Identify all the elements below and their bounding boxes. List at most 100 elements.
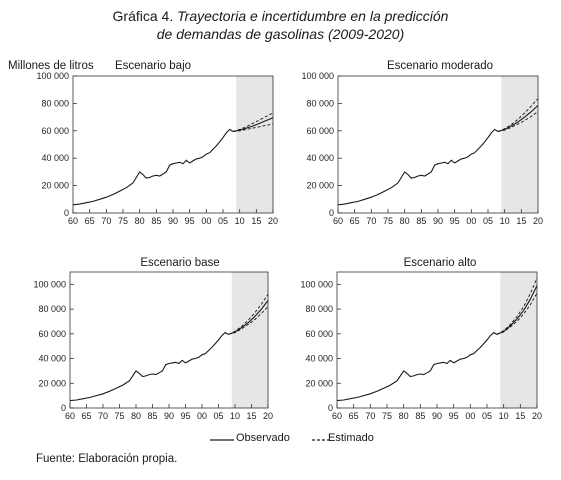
x-tick-label: 00 [197, 411, 207, 421]
x-tick-label: 10 [235, 216, 245, 226]
x-tick-label: 70 [365, 411, 375, 421]
series-observed [69, 331, 229, 402]
y-tick-label: 60 000 [306, 126, 334, 136]
legend-estimated-label: Estimado [328, 432, 374, 444]
series-estimated-lower [497, 111, 539, 132]
series-estimated-central [232, 117, 274, 133]
x-tick-label: 80 [399, 411, 409, 421]
x-tick-label: 65 [349, 411, 359, 421]
series-observed [72, 128, 234, 206]
y-tick-label: 40 000 [305, 354, 333, 364]
series-estimated-upper [497, 98, 539, 132]
x-tick-label: 05 [213, 411, 223, 421]
y-tick-label: 80 000 [38, 304, 66, 314]
x-tick-label: 95 [180, 411, 190, 421]
x-tick-label: 65 [81, 411, 91, 421]
forecast-band [231, 272, 268, 408]
x-tick-label: 20 [532, 411, 542, 421]
x-tick-label: 10 [499, 411, 509, 421]
y-tick-label: 0 [329, 208, 334, 218]
x-tick-label: 85 [151, 216, 161, 226]
x-tick-label: 75 [118, 216, 128, 226]
y-tick-label: 80 000 [41, 98, 69, 108]
x-tick-label: 00 [465, 411, 475, 421]
y-tick-label: 0 [61, 403, 66, 413]
x-tick-label: 90 [432, 411, 442, 421]
series-observed [337, 128, 499, 206]
series-estimated-lower [496, 292, 538, 335]
x-tick-label: 15 [251, 216, 261, 226]
series-estimated-central [228, 300, 269, 335]
x-tick-label: 80 [131, 411, 141, 421]
series-estimated-upper [228, 294, 269, 335]
x-tick-label: 15 [515, 411, 525, 421]
series-estimated-central [497, 105, 539, 133]
x-tick-label: 00 [201, 216, 211, 226]
series-estimated-lower [228, 306, 269, 335]
figure-number: Gráfica 4. [112, 8, 174, 24]
y-tick-label: 20 000 [41, 181, 69, 191]
y-tick-label: 100 000 [36, 71, 69, 81]
y-tick-label: 80 000 [305, 304, 333, 314]
x-tick-label: 05 [483, 216, 493, 226]
x-tick-label: 05 [218, 216, 228, 226]
y-tick-label: 100 000 [33, 279, 66, 289]
y-tick-label: 20 000 [306, 181, 334, 191]
y-tick-label: 20 000 [305, 378, 333, 388]
x-tick-label: 70 [101, 216, 111, 226]
panel-title-bajo: Escenario bajo [114, 60, 192, 72]
series-estimated-lower [232, 123, 274, 132]
x-tick-label: 85 [147, 411, 157, 421]
x-tick-label: 95 [449, 411, 459, 421]
x-tick-label: 85 [415, 411, 425, 421]
x-tick-label: 75 [383, 216, 393, 226]
x-tick-label: 20 [268, 216, 278, 226]
x-tick-label: 90 [164, 411, 174, 421]
chart-escenario-moderado: 0 20 000 40 000 60 000 80 000 100 000 60 65 70 75… [301, 71, 543, 226]
x-tick-label: 95 [450, 216, 460, 226]
figure-title: Gráfica 4. Trayectoria e incertidumbre e… [0, 7, 561, 43]
panel-title-alto: Escenario alto [403, 257, 477, 269]
y-axis-label: Millones de litros [8, 60, 94, 72]
legend-observed-label: Observado [236, 432, 290, 444]
forecast-band [236, 76, 273, 213]
x-tick-label: 60 [333, 216, 343, 226]
x-tick-label: 75 [114, 411, 124, 421]
x-tick-label: 05 [482, 411, 492, 421]
x-tick-label: 15 [246, 411, 256, 421]
y-tick-label: 100 000 [301, 71, 334, 81]
figure-source: Fuente: Elaboración propia. [36, 453, 178, 465]
y-tick-label: 40 000 [41, 153, 69, 163]
y-tick-label: 60 000 [41, 126, 69, 136]
x-tick-label: 80 [400, 216, 410, 226]
x-tick-label: 80 [135, 216, 145, 226]
x-tick-label: 20 [263, 411, 273, 421]
x-tick-label: 00 [466, 216, 476, 226]
x-tick-label: 60 [65, 411, 75, 421]
y-tick-label: 0 [64, 208, 69, 218]
series-estimated-upper [232, 112, 274, 132]
figure-title-line2: de demandas de gasolinas (2009-2020) [156, 26, 405, 42]
x-tick-label: 75 [382, 411, 392, 421]
x-tick-label: 70 [366, 216, 376, 226]
figure-title-line1: Trayectoria e incertidumbre en la predic… [177, 8, 449, 24]
x-tick-label: 65 [350, 216, 360, 226]
x-tick-label: 90 [433, 216, 443, 226]
y-tick-label: 100 000 [300, 279, 333, 289]
x-tick-label: 90 [168, 216, 178, 226]
legend-observed-swatch [210, 439, 234, 441]
legend-estimated-swatch [312, 439, 332, 441]
x-tick-label: 70 [98, 411, 108, 421]
y-tick-label: 60 000 [305, 329, 333, 339]
y-tick-label: 0 [328, 403, 333, 413]
x-tick-label: 60 [332, 411, 342, 421]
panel-title-base: Escenario base [140, 257, 220, 269]
x-tick-label: 95 [185, 216, 195, 226]
series-estimated-central [496, 285, 538, 335]
y-tick-label: 60 000 [38, 329, 66, 339]
y-tick-label: 80 000 [306, 98, 334, 108]
x-tick-label: 10 [230, 411, 240, 421]
x-tick-label: 60 [68, 216, 78, 226]
x-tick-label: 10 [500, 216, 510, 226]
panel-title-moderado: Escenario moderado [386, 60, 494, 72]
